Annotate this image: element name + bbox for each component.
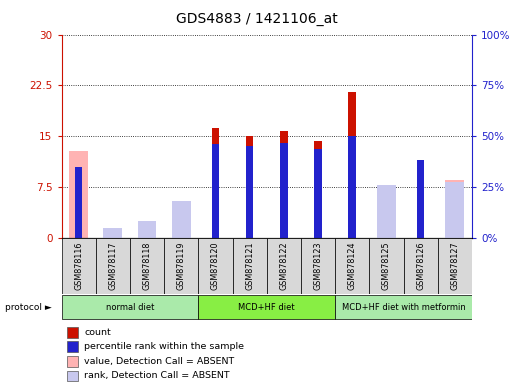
Bar xyxy=(314,149,322,238)
Bar xyxy=(104,235,122,238)
Bar xyxy=(172,226,191,238)
Text: GSM878118: GSM878118 xyxy=(143,242,151,290)
Bar xyxy=(445,182,464,238)
Bar xyxy=(335,295,472,319)
Bar xyxy=(104,228,122,238)
Bar xyxy=(246,147,253,238)
Bar xyxy=(348,136,356,238)
Text: count: count xyxy=(84,328,111,337)
Bar xyxy=(301,238,335,294)
Bar xyxy=(348,92,356,238)
Bar xyxy=(199,295,335,319)
Bar xyxy=(96,238,130,294)
Text: MCD+HF diet with metformin: MCD+HF diet with metformin xyxy=(342,303,465,312)
Text: GSM878126: GSM878126 xyxy=(416,242,425,290)
Bar xyxy=(438,238,472,294)
Text: GSM878127: GSM878127 xyxy=(450,242,459,290)
Bar xyxy=(377,194,396,238)
Bar xyxy=(267,238,301,294)
Bar xyxy=(232,238,267,294)
Bar xyxy=(172,201,191,238)
Bar xyxy=(212,144,219,238)
Text: GDS4883 / 1421106_at: GDS4883 / 1421106_at xyxy=(175,12,338,25)
Bar xyxy=(69,151,88,238)
Bar xyxy=(62,295,199,319)
Bar xyxy=(130,238,164,294)
Bar xyxy=(280,143,288,238)
Text: GSM878117: GSM878117 xyxy=(108,242,117,290)
Text: GSM878123: GSM878123 xyxy=(313,242,323,290)
Bar xyxy=(62,238,96,294)
Text: GSM878124: GSM878124 xyxy=(348,242,357,290)
Text: value, Detection Call = ABSENT: value, Detection Call = ABSENT xyxy=(84,357,234,366)
Text: protocol ►: protocol ► xyxy=(5,303,52,312)
Text: MCD+HF diet: MCD+HF diet xyxy=(239,303,295,312)
Text: GSM878120: GSM878120 xyxy=(211,242,220,290)
Bar xyxy=(137,230,156,238)
Bar xyxy=(280,131,288,238)
Bar xyxy=(164,238,199,294)
Bar xyxy=(199,238,232,294)
Bar xyxy=(212,128,219,238)
Bar xyxy=(75,167,83,238)
Bar xyxy=(445,180,464,238)
Bar xyxy=(377,185,396,238)
Text: normal diet: normal diet xyxy=(106,303,154,312)
Text: GSM878121: GSM878121 xyxy=(245,242,254,290)
Text: GSM878119: GSM878119 xyxy=(177,242,186,290)
Text: GSM878125: GSM878125 xyxy=(382,242,391,290)
Bar xyxy=(417,160,424,238)
Bar xyxy=(404,238,438,294)
Bar xyxy=(137,221,156,238)
Text: GSM878116: GSM878116 xyxy=(74,242,83,290)
Bar xyxy=(369,238,404,294)
Text: percentile rank within the sample: percentile rank within the sample xyxy=(84,342,244,351)
Text: rank, Detection Call = ABSENT: rank, Detection Call = ABSENT xyxy=(84,371,230,381)
Bar xyxy=(314,141,322,238)
Bar xyxy=(335,238,369,294)
Bar xyxy=(417,177,424,238)
Bar xyxy=(246,136,253,238)
Text: GSM878122: GSM878122 xyxy=(280,242,288,290)
